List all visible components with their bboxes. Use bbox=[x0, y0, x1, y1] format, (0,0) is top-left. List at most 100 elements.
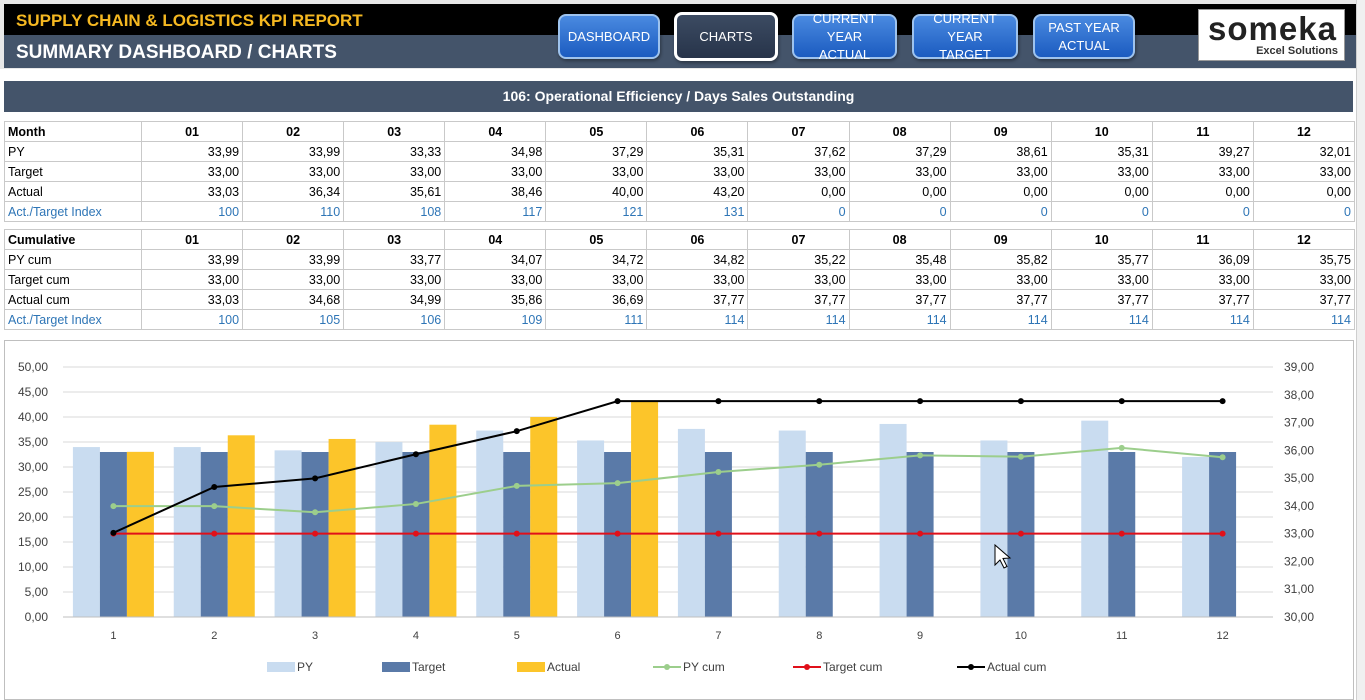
value-cell[interactable]: 33,33 bbox=[343, 141, 446, 162]
value-cell[interactable]: 34,99 bbox=[343, 289, 446, 310]
month-header-cell[interactable]: 10 bbox=[1050, 229, 1153, 250]
value-cell[interactable]: 34,98 bbox=[444, 141, 547, 162]
value-cell[interactable]: 0 bbox=[949, 201, 1052, 222]
nav-current-year-actual-button[interactable]: CURRENT YEAR ACTUAL bbox=[792, 11, 897, 62]
value-cell[interactable]: 34,07 bbox=[444, 249, 547, 270]
value-cell[interactable]: 37,77 bbox=[1252, 289, 1355, 310]
value-cell[interactable]: 33,00 bbox=[949, 269, 1052, 290]
value-cell[interactable]: 36,69 bbox=[545, 289, 648, 310]
value-cell[interactable]: 38,46 bbox=[444, 181, 547, 202]
month-header-cell[interactable]: 12 bbox=[1252, 229, 1355, 250]
value-cell[interactable]: 0,00 bbox=[747, 181, 850, 202]
value-cell[interactable]: 0,00 bbox=[949, 181, 1052, 202]
value-cell[interactable]: 35,31 bbox=[646, 141, 749, 162]
value-cell[interactable]: 33,77 bbox=[343, 249, 446, 270]
value-cell[interactable]: 114 bbox=[646, 309, 749, 330]
value-cell[interactable]: 114 bbox=[949, 309, 1052, 330]
value-cell[interactable]: 34,68 bbox=[242, 289, 345, 310]
month-header-cell[interactable]: 03 bbox=[343, 229, 446, 250]
month-header-cell[interactable]: 03 bbox=[343, 121, 446, 142]
nav-current-year-target-button[interactable]: CURRENT YEAR TARGET bbox=[912, 11, 1018, 62]
value-cell[interactable]: 33,00 bbox=[242, 269, 345, 290]
value-cell[interactable]: 121 bbox=[545, 201, 648, 222]
value-cell[interactable]: 36,34 bbox=[242, 181, 345, 202]
value-cell[interactable]: 33,00 bbox=[1252, 269, 1355, 290]
value-cell[interactable]: 33,00 bbox=[444, 161, 547, 182]
month-header-cell[interactable]: 09 bbox=[949, 229, 1052, 250]
value-cell[interactable]: 114 bbox=[848, 309, 951, 330]
value-cell[interactable]: 33,00 bbox=[747, 269, 850, 290]
nav-charts-button[interactable]: CHARTS bbox=[674, 12, 778, 61]
value-cell[interactable]: 33,00 bbox=[140, 161, 244, 182]
month-header-cell[interactable]: 06 bbox=[646, 121, 749, 142]
value-cell[interactable]: 43,20 bbox=[646, 181, 749, 202]
value-cell[interactable]: 35,61 bbox=[343, 181, 446, 202]
value-cell[interactable]: 34,72 bbox=[545, 249, 648, 270]
value-cell[interactable]: 37,77 bbox=[848, 289, 951, 310]
value-cell[interactable]: 33,00 bbox=[1151, 269, 1254, 290]
value-cell[interactable]: 106 bbox=[343, 309, 446, 330]
month-header-cell[interactable]: 12 bbox=[1252, 121, 1355, 142]
row-label-cell[interactable]: PY cum bbox=[4, 249, 142, 270]
value-cell[interactable]: 100 bbox=[140, 201, 244, 222]
value-cell[interactable]: 109 bbox=[444, 309, 547, 330]
row-label-cell[interactable]: Act./Target Index bbox=[4, 309, 142, 330]
value-cell[interactable]: 32,01 bbox=[1252, 141, 1355, 162]
row-label-cell[interactable]: Target bbox=[4, 161, 142, 182]
month-header-cell[interactable]: 05 bbox=[545, 229, 648, 250]
value-cell[interactable]: 33,00 bbox=[848, 161, 951, 182]
value-cell[interactable]: 37,29 bbox=[545, 141, 648, 162]
value-cell[interactable]: 36,09 bbox=[1151, 249, 1254, 270]
value-cell[interactable]: 114 bbox=[1252, 309, 1355, 330]
value-cell[interactable]: 0 bbox=[1050, 201, 1153, 222]
month-header-cell[interactable]: 05 bbox=[545, 121, 648, 142]
value-cell[interactable]: 33,99 bbox=[140, 249, 244, 270]
value-cell[interactable]: 33,99 bbox=[140, 141, 244, 162]
someka-logo[interactable]: someka Excel Solutions bbox=[1198, 9, 1345, 61]
value-cell[interactable]: 131 bbox=[646, 201, 749, 222]
value-cell[interactable]: 33,00 bbox=[343, 269, 446, 290]
value-cell[interactable]: 110 bbox=[242, 201, 345, 222]
month-header-cell[interactable]: 11 bbox=[1151, 229, 1254, 250]
value-cell[interactable]: 38,61 bbox=[949, 141, 1052, 162]
value-cell[interactable]: 33,00 bbox=[1151, 161, 1254, 182]
value-cell[interactable]: 0 bbox=[848, 201, 951, 222]
value-cell[interactable]: 35,31 bbox=[1050, 141, 1153, 162]
value-cell[interactable]: 37,62 bbox=[747, 141, 850, 162]
month-header-cell[interactable]: 07 bbox=[747, 229, 850, 250]
month-header-cell[interactable]: 10 bbox=[1050, 121, 1153, 142]
row-label-cell[interactable]: Actual bbox=[4, 181, 142, 202]
value-cell[interactable]: 33,00 bbox=[242, 161, 345, 182]
value-cell[interactable]: 111 bbox=[545, 309, 648, 330]
month-header-cell[interactable]: 09 bbox=[949, 121, 1052, 142]
value-cell[interactable]: 33,03 bbox=[140, 289, 244, 310]
row-label-cell[interactable]: Act./Target Index bbox=[4, 201, 142, 222]
value-cell[interactable]: 33,99 bbox=[242, 141, 345, 162]
month-header-cell[interactable]: 08 bbox=[848, 121, 951, 142]
value-cell[interactable]: 37,77 bbox=[747, 289, 850, 310]
value-cell[interactable]: 33,00 bbox=[545, 161, 648, 182]
value-cell[interactable]: 35,82 bbox=[949, 249, 1052, 270]
month-header-cell[interactable]: 04 bbox=[444, 229, 547, 250]
value-cell[interactable]: 34,82 bbox=[646, 249, 749, 270]
value-cell[interactable]: 37,29 bbox=[848, 141, 951, 162]
month-header-cell[interactable]: 11 bbox=[1151, 121, 1254, 142]
month-header-cell[interactable]: 02 bbox=[242, 229, 345, 250]
value-cell[interactable]: 35,48 bbox=[848, 249, 951, 270]
row-label-cell[interactable]: Target cum bbox=[4, 269, 142, 290]
month-header-cell[interactable]: 01 bbox=[140, 229, 244, 250]
value-cell[interactable]: 0,00 bbox=[1252, 181, 1355, 202]
value-cell[interactable]: 33,00 bbox=[646, 269, 749, 290]
value-cell[interactable]: 33,00 bbox=[545, 269, 648, 290]
value-cell[interactable]: 35,77 bbox=[1050, 249, 1153, 270]
value-cell[interactable]: 33,00 bbox=[1252, 161, 1355, 182]
row-label-cell[interactable]: Actual cum bbox=[4, 289, 142, 310]
month-header-cell[interactable]: 02 bbox=[242, 121, 345, 142]
value-cell[interactable]: 37,77 bbox=[949, 289, 1052, 310]
value-cell[interactable]: 33,00 bbox=[747, 161, 850, 182]
value-cell[interactable]: 33,00 bbox=[848, 269, 951, 290]
value-cell[interactable]: 35,86 bbox=[444, 289, 547, 310]
value-cell[interactable]: 33,00 bbox=[1050, 269, 1153, 290]
month-header-cell[interactable]: 08 bbox=[848, 229, 951, 250]
month-header-cell[interactable]: 01 bbox=[140, 121, 244, 142]
